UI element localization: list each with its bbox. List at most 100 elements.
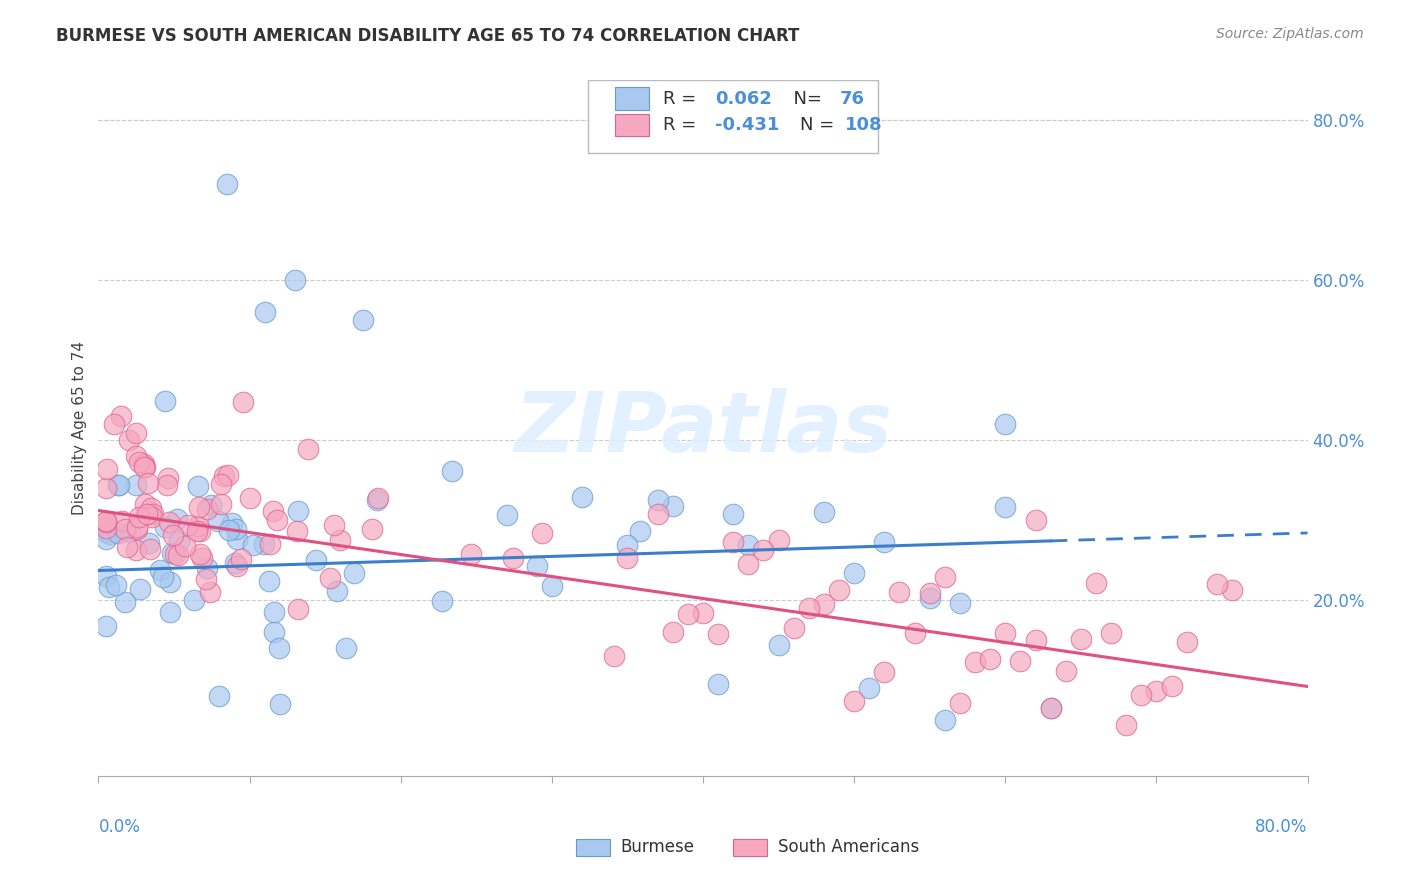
Point [768,639,790,653]
Point [1175,635,1198,649]
Text: 80.0%: 80.0% [1256,818,1308,836]
Point [155,520,177,534]
Point [266,513,288,527]
Point [159,605,181,619]
Point [1010,655,1032,669]
Point [177,518,200,533]
Point [141,500,163,515]
Point [343,566,366,581]
Point [186,524,208,539]
Text: 0.0%: 0.0% [98,818,141,836]
Point [723,535,745,549]
Point [125,449,148,463]
Point [153,394,176,409]
Point [1160,679,1182,693]
Point [174,539,197,553]
Point [136,507,159,521]
Point [707,627,730,641]
Point [1206,577,1229,591]
Point [94,619,117,633]
Point [125,477,148,491]
Point [167,548,190,562]
Text: R =: R = [664,116,702,134]
Point [253,305,276,319]
Point [783,621,806,635]
Point [94,568,117,582]
Point [141,510,163,524]
Point [138,536,160,550]
Point [134,497,156,511]
Point [125,520,148,534]
Point [540,579,562,593]
Point [111,514,134,528]
Point [183,592,205,607]
Point [253,537,276,551]
Point [225,559,247,574]
Point [108,477,131,491]
Point [502,550,524,565]
Point [661,499,683,513]
Point [242,538,264,552]
Point [132,457,155,471]
Text: ZIPatlas: ZIPatlas [515,388,891,468]
FancyBboxPatch shape [614,87,648,110]
Point [225,523,247,537]
Point [218,523,240,537]
Point [269,697,291,711]
Point [918,591,941,605]
Point [96,461,118,475]
Point [118,433,141,447]
Point [707,677,730,691]
Point [239,491,262,505]
Point [136,476,159,491]
Point [155,478,177,492]
Point [159,574,181,589]
Point [267,640,290,655]
Point [198,585,221,599]
Point [160,546,183,560]
Point [152,570,174,584]
Point [187,519,209,533]
Point [94,524,117,539]
Point [125,425,148,440]
Point [157,515,180,529]
Point [1085,576,1108,591]
Point [1220,582,1243,597]
Point [676,607,699,621]
Point [98,580,121,594]
Text: South Americans: South Americans [778,838,920,856]
Point [94,521,117,535]
Point [107,478,129,492]
Point [285,524,308,538]
Point [259,537,281,551]
Point [190,551,212,566]
Point [828,583,851,598]
Point [114,594,136,608]
Point [162,528,184,542]
Point [994,626,1017,640]
Point [965,656,987,670]
Point [1070,632,1092,647]
Point [94,515,117,529]
Point [104,577,127,591]
Text: N=: N= [782,89,827,108]
Point [1054,664,1077,678]
Point [163,547,186,561]
Point [628,524,651,538]
FancyBboxPatch shape [614,114,648,136]
Point [94,514,117,528]
Point [904,625,927,640]
Point [918,586,941,600]
Point [858,681,880,695]
Point [132,459,155,474]
Point [224,557,246,571]
Point [934,713,956,727]
Point [844,694,866,708]
Point [319,571,342,585]
Point [1039,701,1062,715]
Point [797,601,820,615]
Point [768,533,790,547]
Point [208,689,231,703]
Text: N =: N = [800,116,834,134]
Point [167,534,190,549]
